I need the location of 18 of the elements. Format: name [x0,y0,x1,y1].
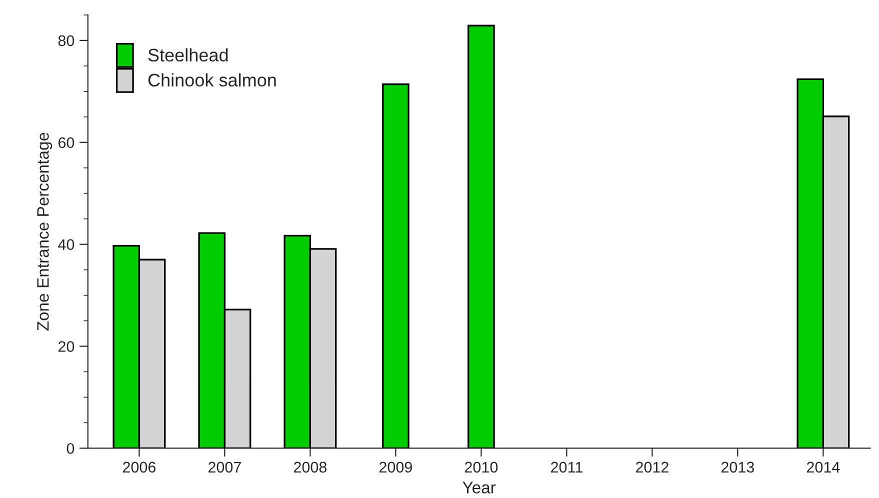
y-tick-label: 40 [58,239,74,250]
y-axis-title: Zone Entrance Percentage [37,132,52,331]
x-tick-label: 2009 [379,462,412,473]
x-tick-label: 2014 [806,462,840,473]
y-tick-label: 60 [58,137,74,148]
x-axis-title: Year [462,482,496,494]
x-tick-label: 2012 [636,462,668,473]
x-tick-label: 2007 [208,462,241,473]
y-tick-label: 20 [58,341,74,352]
y-tick-label: 80 [58,35,74,46]
x-tick-label: 2013 [721,462,754,473]
legend-label: Chinook salmon [148,73,276,87]
x-tick-label: 2011 [551,462,582,473]
x-tick-label: 2008 [294,462,327,473]
x-tick-label: 2006 [122,462,156,473]
y-tick-label: 0 [66,443,74,454]
legend-label: Steelhead [148,48,228,62]
x-tick-label: 2010 [464,462,498,473]
